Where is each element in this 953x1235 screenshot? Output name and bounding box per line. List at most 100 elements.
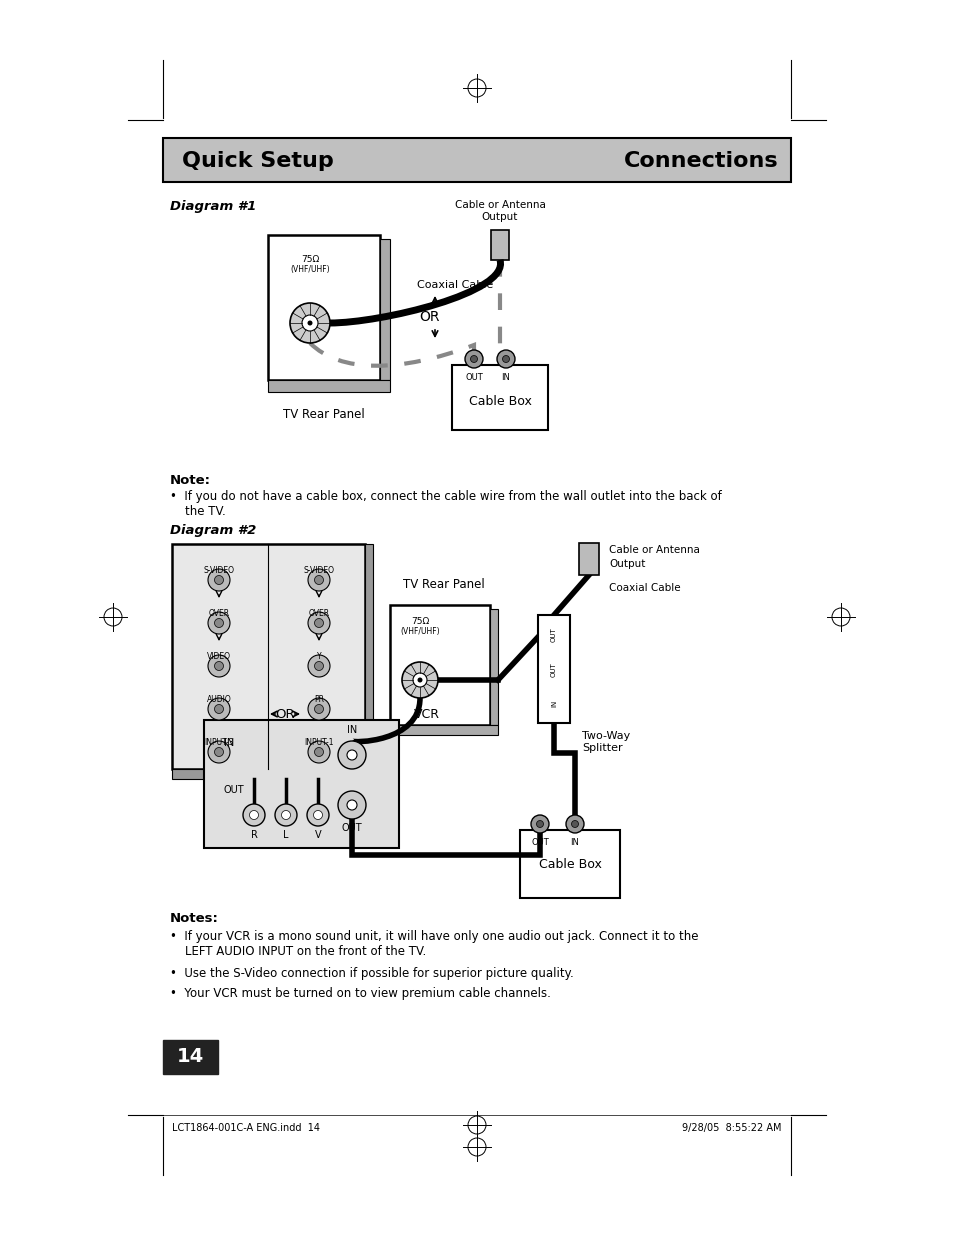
Text: PR: PR <box>314 695 324 704</box>
Text: INPUT-3: INPUT-3 <box>204 739 233 747</box>
Text: Cable Box: Cable Box <box>538 858 600 871</box>
Text: VIDEO: VIDEO <box>207 652 231 661</box>
Text: OR: OR <box>274 708 294 720</box>
Text: Y: Y <box>316 652 321 661</box>
Text: Output: Output <box>608 559 644 569</box>
Circle shape <box>308 698 330 720</box>
Text: (VHF/UHF): (VHF/UHF) <box>290 266 330 274</box>
Text: OR: OR <box>419 310 439 324</box>
Bar <box>490 609 497 725</box>
Circle shape <box>208 613 230 634</box>
Text: OUT: OUT <box>551 663 557 677</box>
Circle shape <box>531 815 548 832</box>
Text: OVER: OVER <box>308 609 329 618</box>
Bar <box>578 543 598 576</box>
Text: Coaxial Cable: Coaxial Cable <box>608 583 679 593</box>
Text: S-VIDEO: S-VIDEO <box>203 566 234 576</box>
Text: Two-Way
Splitter: Two-Way Splitter <box>581 731 630 752</box>
Bar <box>390 725 497 735</box>
Circle shape <box>208 655 230 677</box>
Circle shape <box>307 804 329 826</box>
Text: TV Rear Panel: TV Rear Panel <box>403 578 484 592</box>
Circle shape <box>502 356 509 363</box>
Bar <box>204 720 398 848</box>
Text: S-VIDEO: S-VIDEO <box>303 566 335 576</box>
Text: Cable or Antenna: Cable or Antenna <box>608 545 700 555</box>
Circle shape <box>347 750 356 760</box>
Circle shape <box>314 619 323 627</box>
Circle shape <box>401 662 437 698</box>
Text: OUT: OUT <box>341 823 362 832</box>
Text: •  If your VCR is a mono sound unit, it will have only one audio out jack. Conne: • If your VCR is a mono sound unit, it w… <box>170 930 698 944</box>
Circle shape <box>314 704 323 714</box>
Circle shape <box>497 350 515 368</box>
Text: IN: IN <box>224 739 234 748</box>
Circle shape <box>214 576 223 584</box>
Circle shape <box>314 810 322 820</box>
Text: Cable Box: Cable Box <box>468 395 531 408</box>
Bar <box>365 543 373 769</box>
Text: •  Your VCR must be turned on to view premium cable channels.: • Your VCR must be turned on to view pre… <box>170 987 550 1000</box>
Text: INPUT-1: INPUT-1 <box>304 739 334 747</box>
Circle shape <box>214 747 223 757</box>
Circle shape <box>571 820 578 827</box>
Text: V: V <box>314 830 321 840</box>
Text: L: L <box>283 830 289 840</box>
Text: AUDIO: AUDIO <box>207 695 232 704</box>
Circle shape <box>417 678 422 683</box>
Circle shape <box>307 321 313 326</box>
Text: OUT: OUT <box>531 839 548 847</box>
Text: LCT1864-001C-A ENG.indd  14: LCT1864-001C-A ENG.indd 14 <box>172 1123 319 1132</box>
Text: OVER: OVER <box>208 609 230 618</box>
Text: OUT: OUT <box>224 785 244 795</box>
Bar <box>163 1040 218 1074</box>
Text: OUT: OUT <box>551 627 557 642</box>
Circle shape <box>337 790 366 819</box>
Text: Notes:: Notes: <box>170 911 218 925</box>
Bar <box>491 230 509 261</box>
Text: VCR: VCR <box>414 708 439 721</box>
Circle shape <box>208 569 230 592</box>
Text: LEFT AUDIO INPUT on the front of the TV.: LEFT AUDIO INPUT on the front of the TV. <box>170 945 426 958</box>
Circle shape <box>274 804 296 826</box>
Circle shape <box>308 569 330 592</box>
Circle shape <box>214 619 223 627</box>
Text: Diagram #1: Diagram #1 <box>170 200 256 212</box>
Circle shape <box>302 315 317 331</box>
Circle shape <box>208 698 230 720</box>
Circle shape <box>250 810 258 820</box>
Circle shape <box>464 350 482 368</box>
Text: •  If you do not have a cable box, connect the cable wire from the wall outlet i: • If you do not have a cable box, connec… <box>170 490 721 503</box>
Text: TV Rear Panel: TV Rear Panel <box>283 408 364 421</box>
Circle shape <box>290 303 330 343</box>
Circle shape <box>314 747 323 757</box>
Text: Output: Output <box>481 212 517 222</box>
Text: the TV.: the TV. <box>170 505 226 517</box>
Circle shape <box>308 741 330 763</box>
Circle shape <box>314 576 323 584</box>
Circle shape <box>281 810 291 820</box>
Text: Diagram #2: Diagram #2 <box>170 524 256 537</box>
Circle shape <box>243 804 265 826</box>
Bar <box>452 366 547 430</box>
Text: •  Use the S-Video connection if possible for superior picture quality.: • Use the S-Video connection if possible… <box>170 967 573 981</box>
Text: Cable or Antenna: Cable or Antenna <box>454 200 545 210</box>
Circle shape <box>208 741 230 763</box>
Text: Coaxial Cable: Coaxial Cable <box>416 280 493 290</box>
Bar <box>172 543 365 769</box>
Bar <box>268 380 390 391</box>
Text: OUT: OUT <box>465 373 482 382</box>
Text: IN: IN <box>570 839 578 847</box>
Bar <box>537 615 569 722</box>
Circle shape <box>308 613 330 634</box>
Text: IN: IN <box>501 373 510 382</box>
Text: IN: IN <box>551 699 557 706</box>
Bar <box>390 605 490 725</box>
Bar <box>172 769 373 779</box>
Text: Quick Setup: Quick Setup <box>182 151 334 170</box>
Text: 75Ω: 75Ω <box>300 254 319 264</box>
Text: (VHF/UHF): (VHF/UHF) <box>399 627 439 636</box>
Text: Connections: Connections <box>623 151 779 170</box>
Circle shape <box>314 662 323 671</box>
Circle shape <box>536 820 543 827</box>
